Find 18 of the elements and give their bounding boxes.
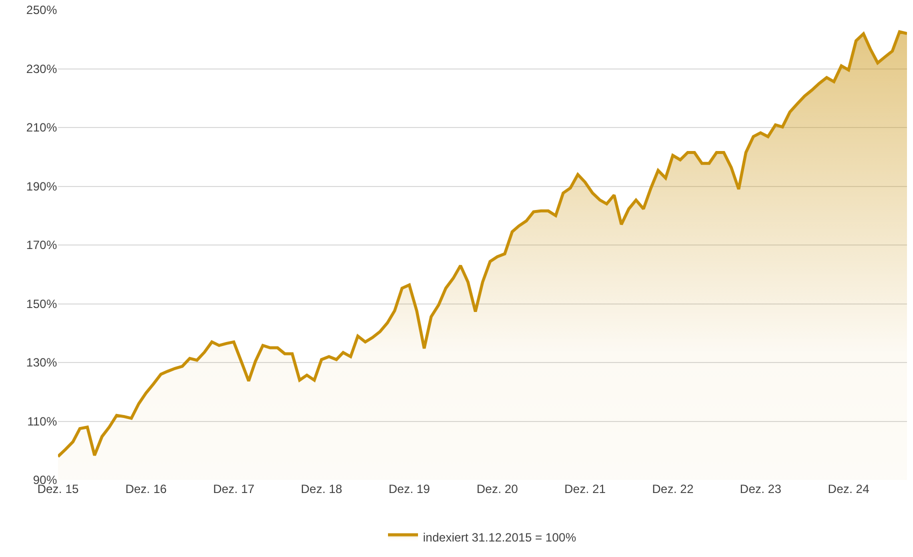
- x-tick-label: Dez. 23: [740, 482, 782, 496]
- x-tick-label: Dez. 24: [828, 482, 870, 496]
- x-tick-label: Dez. 21: [564, 482, 606, 496]
- y-tick-label: 150%: [26, 296, 58, 311]
- legend-label: indexiert 31.12.2015 = 100%: [423, 530, 576, 544]
- x-tick-label: Dez. 16: [125, 482, 167, 496]
- y-tick-label: 250%: [26, 3, 58, 18]
- y-tick-label: 190%: [26, 179, 58, 194]
- y-tick-label: 210%: [26, 120, 58, 135]
- x-tick-label: Dez. 22: [652, 482, 694, 496]
- x-tick-label: Dez. 19: [388, 482, 430, 496]
- y-tick-label: 130%: [26, 356, 58, 370]
- x-tick-label: Dez. 20: [476, 482, 518, 496]
- x-tick-label: Dez. 17: [213, 482, 255, 496]
- x-tick-label: Dez. 18: [300, 482, 343, 496]
- y-tick-label: 170%: [26, 238, 58, 252]
- y-tick-label: 110%: [27, 414, 58, 428]
- y-tick-label: 230%: [26, 62, 58, 76]
